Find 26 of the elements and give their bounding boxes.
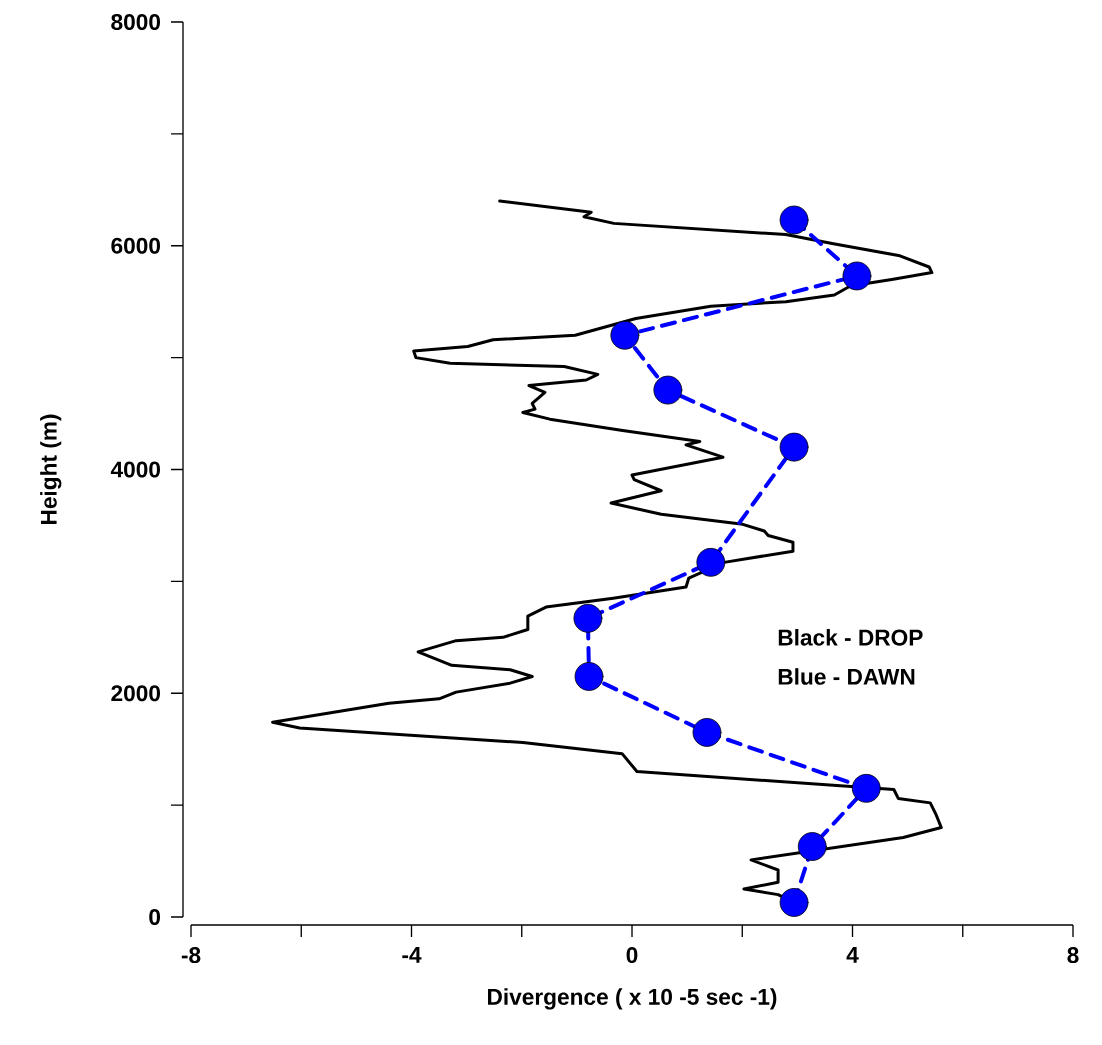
point [610, 320, 640, 350]
x-axis-title: Divergence ( x 10 -5 sec -1) [488, 988, 777, 1010]
x-tick-label: 0 [626, 947, 638, 964]
y-tick-label: 2000 [111, 685, 161, 702]
y-tick-label: 4000 [110, 461, 161, 478]
annotation: Blue - DAWN [778, 668, 915, 685]
point [851, 773, 881, 803]
point [842, 261, 872, 291]
point [653, 375, 683, 405]
point [797, 832, 827, 861]
point [779, 888, 809, 917]
y-tick-label: 6000 [111, 237, 161, 254]
x-tick-label: 8 [1067, 947, 1079, 964]
point [573, 603, 603, 633]
point [779, 432, 809, 462]
point [696, 547, 726, 577]
y-tick-label: 8000 [111, 13, 161, 31]
point [574, 662, 604, 691]
annotation: Black - DROP [778, 629, 923, 646]
x-tick-label: -4 [402, 947, 422, 963]
point [692, 718, 722, 747]
y-tick-label: 0 [149, 908, 161, 926]
point [779, 205, 809, 235]
x-tick-label: -8 [181, 947, 201, 964]
y-axis-title: Height (m) [40, 414, 62, 524]
x-tick-label: 4 [846, 947, 859, 963]
